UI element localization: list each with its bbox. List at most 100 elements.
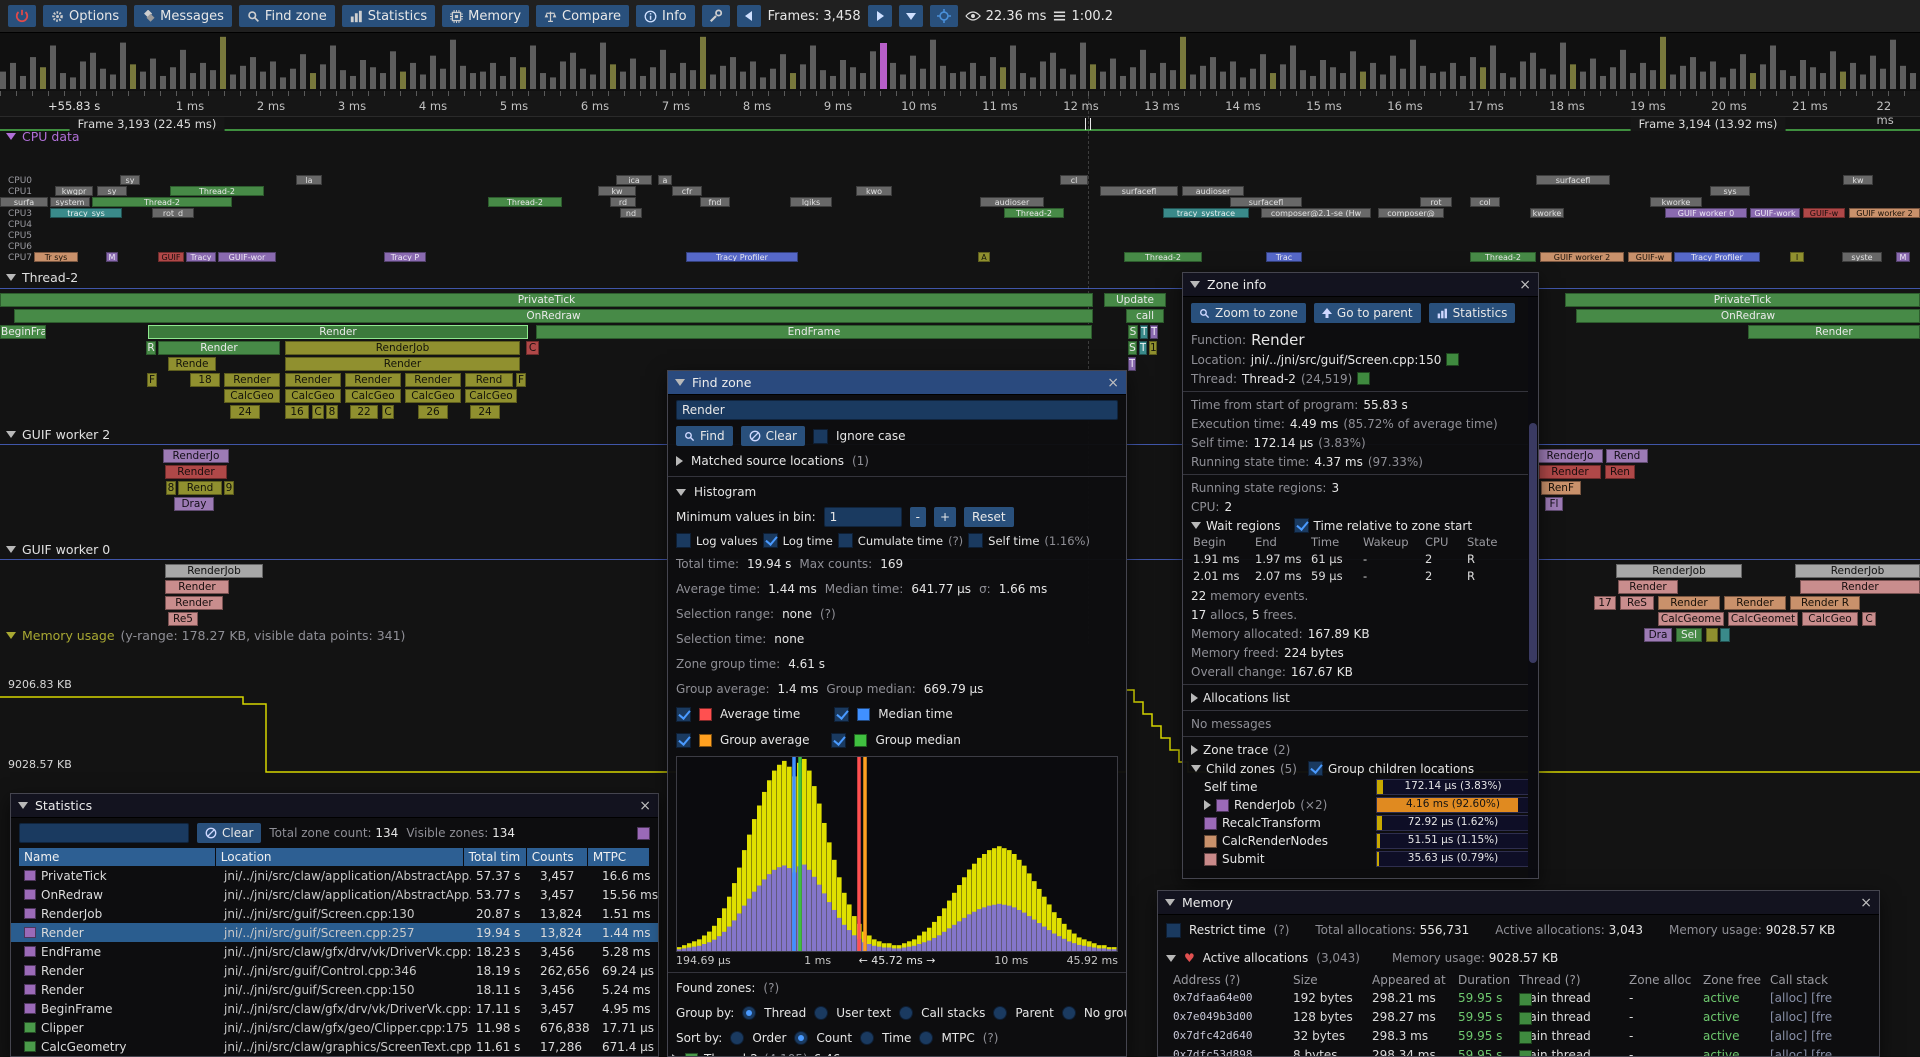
min-bin-decrease-button[interactable]: - <box>909 507 926 527</box>
find-zone-titlebar[interactable]: Find zone × <box>668 371 1126 395</box>
cpu-zone[interactable]: system <box>50 197 90 207</box>
statistics-button[interactable]: Statistics <box>341 5 436 27</box>
zone[interactable]: Rend <box>1606 449 1648 463</box>
cpu-zone[interactable]: M <box>106 252 118 262</box>
scrollbar-track[interactable] <box>1528 297 1538 878</box>
cpu-zone[interactable]: Thread-2 <box>170 186 264 196</box>
zone[interactable]: RenderJob <box>285 341 520 355</box>
zone[interactable]: S <box>1128 341 1137 355</box>
zone[interactable]: Render <box>1658 596 1720 610</box>
zone[interactable]: 16 <box>285 405 309 419</box>
child-zones-header[interactable]: Child zones (5) Group children locations <box>1183 759 1538 778</box>
column-header[interactable]: Duration <box>1458 973 1511 987</box>
zone[interactable]: 24 <box>470 405 500 419</box>
radio-parent[interactable] <box>993 1005 1008 1020</box>
child-zone-row[interactable]: RenderJob (×2) 4.16 ms (92.60%) <box>1183 796 1538 814</box>
legend-chip[interactable] <box>637 826 650 840</box>
prev-frame-button[interactable] <box>736 5 761 27</box>
allocation-row[interactable]: 0x7dfc42d640 32 bytes 298.3 ms 59.95 s Main … <box>1173 1029 1833 1044</box>
radio-time[interactable] <box>860 1030 875 1045</box>
zone[interactable]: Render <box>1748 325 1920 339</box>
zone[interactable]: 9 <box>224 481 234 495</box>
zone[interactable]: Render <box>1618 580 1678 594</box>
wait-regions-header[interactable]: Wait regions Time relative to zone start <box>1183 516 1538 535</box>
zone[interactable]: EndFrame <box>536 325 1092 339</box>
cpu-zone[interactable]: sy <box>120 175 140 185</box>
thread-line[interactable]: Thread: Thread-2 (24,519) <box>1183 369 1538 388</box>
table-row[interactable]: EndFrame jni/../jni/src/claw/gfx/drv/vk/D… <box>11 942 658 961</box>
zone[interactable]: RenF <box>1541 481 1581 495</box>
power-button[interactable] <box>8 5 36 27</box>
expand-icon[interactable] <box>672 1054 679 1056</box>
cpu-zone[interactable]: A <box>978 252 990 262</box>
statistics-titlebar[interactable]: Statistics × <box>11 794 658 818</box>
cpu-zone[interactable]: Tracy P <box>384 252 426 262</box>
zone[interactable]: CalcGeo <box>465 389 517 403</box>
cpu-zone[interactable]: Thread-2 <box>488 197 562 207</box>
radio-thread[interactable] <box>742 1005 757 1020</box>
collapse-icon[interactable] <box>1166 954 1176 962</box>
log-values-checkbox[interactable] <box>676 533 691 548</box>
ignore-case-checkbox[interactable] <box>812 428 828 444</box>
go-to-parent-button[interactable]: Go to parent <box>1313 303 1421 323</box>
cpu-zone[interactable]: col <box>1470 197 1500 207</box>
cpu-zone[interactable]: la <box>296 175 322 185</box>
zone[interactable]: BeginFrame <box>0 325 46 339</box>
expand-icon[interactable] <box>676 456 683 466</box>
child-zone-row[interactable]: RecalcTransform 72.92 µs (1.62%) <box>1183 814 1538 832</box>
cpu-zone[interactable]: Thread-2 <box>1004 208 1064 218</box>
memory-button[interactable]: Memory <box>442 5 530 27</box>
info-button[interactable]: Info <box>636 5 695 27</box>
zone[interactable] <box>1706 628 1718 642</box>
frame-select-button[interactable] <box>898 5 923 27</box>
zone[interactable]: 8 <box>166 481 176 495</box>
table-row[interactable]: Render jni/../jni/src/guif/Screen.cpp:257… <box>11 923 658 942</box>
location-line[interactable]: Location: jni/../jni/src/guif/Screen.cpp… <box>1183 350 1538 369</box>
radio-label[interactable]: User text <box>836 1005 892 1020</box>
cpu-zone[interactable]: rd <box>610 197 636 207</box>
zone[interactable]: CalcGeo <box>224 389 280 403</box>
zone-info-titlebar[interactable]: Zone info × <box>1183 273 1538 297</box>
zone[interactable]: C <box>1862 612 1876 626</box>
found-zone-group[interactable]: Thread-2(4,105)6.46 s <box>668 1050 1126 1056</box>
collapse-icon[interactable] <box>6 274 16 281</box>
zone[interactable]: 26 <box>418 405 448 419</box>
cpu-zone[interactable]: Tracy <box>186 252 216 262</box>
zone[interactable]: 24 <box>230 405 260 419</box>
cumulate-time-checkbox[interactable] <box>837 533 853 548</box>
column-header[interactable]: Appeared at <box>1372 973 1446 987</box>
zone[interactable]: CalcGeo <box>285 389 341 403</box>
time-relative-checkbox[interactable] <box>1293 518 1309 533</box>
cpu-zone[interactable]: audioser <box>980 197 1044 207</box>
zone[interactable]: 8 <box>326 405 338 419</box>
cpu-zone[interactable]: Thread-2 <box>1470 252 1536 262</box>
restrict-time-checkbox[interactable] <box>1166 922 1181 938</box>
cpu-zone[interactable]: GUIF-work <box>1750 208 1800 218</box>
cpu-zone[interactable]: syste <box>1842 252 1882 262</box>
memory-track-header[interactable]: Memory usage (y-range: 178.27 KB, visibl… <box>6 628 405 643</box>
cpu-zone[interactable]: kworke <box>1650 197 1702 207</box>
goto-frame-button[interactable] <box>929 5 958 27</box>
clear-button[interactable]: Clear <box>740 426 805 446</box>
collapse-icon[interactable] <box>1191 765 1201 772</box>
find-zone-button[interactable]: Find zone <box>238 5 335 27</box>
cpu-zone[interactable]: GUIF worker 2 <box>1849 208 1920 218</box>
frames-row[interactable]: Frame 3,193 (22.45 ms) Frame 3,194 (13.9… <box>0 116 1920 133</box>
expand-icon[interactable] <box>1191 692 1198 703</box>
cpu-zone[interactable]: fnd <box>700 197 730 207</box>
cpu-zone[interactable]: tracy_systrace <box>1163 208 1249 218</box>
memory-titlebar[interactable]: Memory × <box>1158 891 1879 915</box>
collapse-icon[interactable] <box>18 802 28 809</box>
compare-button[interactable]: Compare <box>536 5 630 27</box>
column-header[interactable]: MTPC <box>587 848 650 866</box>
scrollbar-thumb[interactable] <box>1529 423 1537 663</box>
zone[interactable]: Render <box>1724 596 1786 610</box>
cpu-zone[interactable]: cfr <box>672 186 702 196</box>
group-children-checkbox[interactable] <box>1307 761 1323 776</box>
zone[interactable]: CalcGeomet <box>1728 612 1798 626</box>
cpu-zone[interactable]: tracy_sys <box>50 208 122 218</box>
zone[interactable]: T <box>1150 325 1158 339</box>
memory-table-header[interactable]: Address (?) Size Appeared at Duration Thread… <box>1158 971 1879 989</box>
zone[interactable]: 17 <box>1594 596 1616 610</box>
